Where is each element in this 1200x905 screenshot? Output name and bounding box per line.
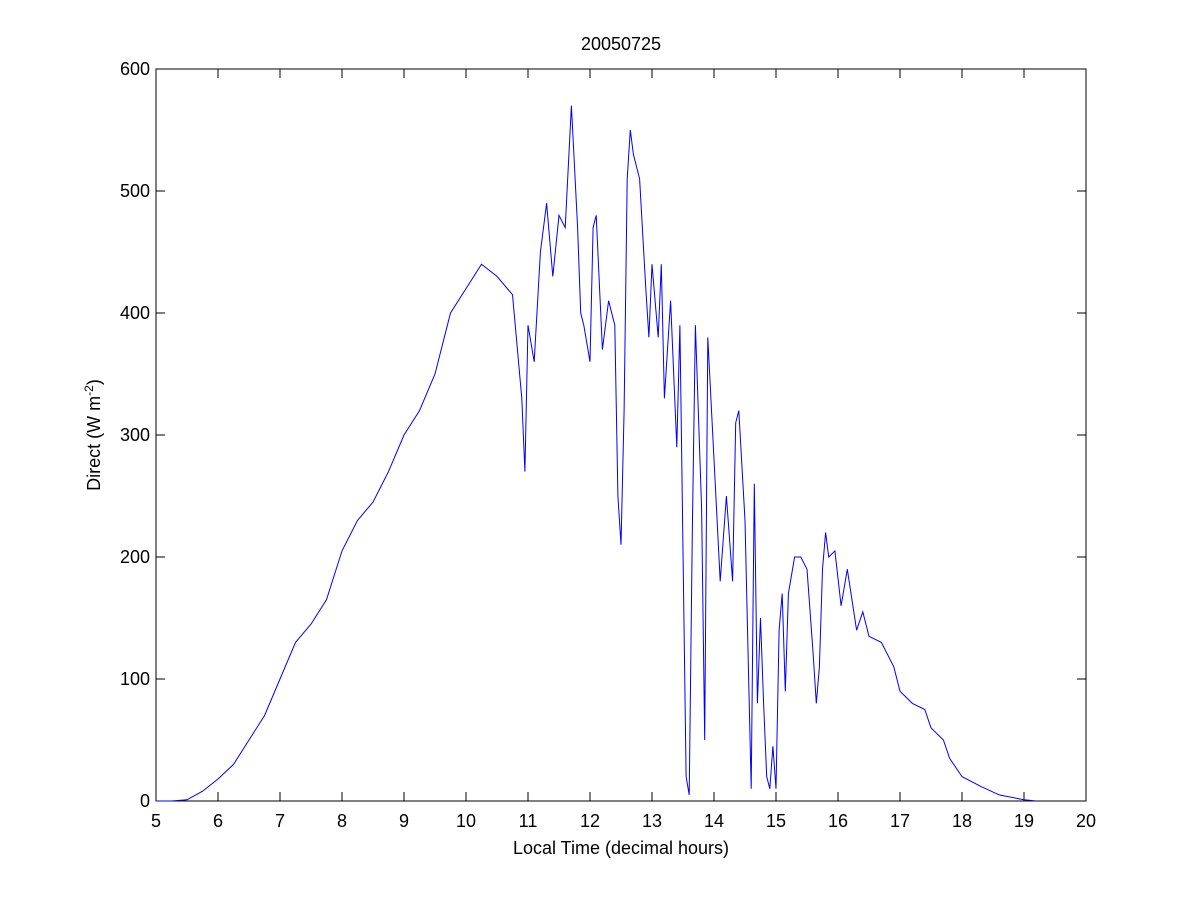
y-tick-label: 100: [120, 669, 150, 689]
y-tick-label: 300: [120, 425, 150, 445]
y-label-text: ): [84, 379, 104, 385]
x-tick-label: 17: [890, 811, 910, 831]
y-tick-label: 400: [120, 303, 150, 323]
y-label-text: Direct (W m: [84, 396, 104, 491]
y-tick-label: 600: [120, 59, 150, 79]
x-tick-label: 12: [580, 811, 600, 831]
x-tick-label: 9: [399, 811, 409, 831]
x-tick-label: 6: [213, 811, 223, 831]
y-label-superscript: -2: [82, 385, 96, 396]
x-tick-label: 5: [151, 811, 161, 831]
x-tick-label: 8: [337, 811, 347, 831]
x-tick-label: 18: [952, 811, 972, 831]
x-tick-label: 11: [519, 811, 538, 831]
y-tick-label: 200: [120, 547, 150, 567]
x-tick-label: 20: [1076, 811, 1096, 831]
x-tick-label: 16: [828, 811, 848, 831]
x-tick-label: 15: [766, 811, 786, 831]
y-axis-label: Direct (W m-2): [82, 379, 104, 491]
x-tick-label: 7: [275, 811, 285, 831]
x-axis-label: Local Time (decimal hours): [513, 838, 729, 858]
chart-title: 20050725: [581, 34, 661, 54]
data-line: [156, 105, 1037, 802]
x-tick-label: 19: [1014, 811, 1034, 831]
x-tick-label: 10: [456, 811, 476, 831]
x-tick-label: 13: [642, 811, 662, 831]
y-tick-label: 500: [120, 181, 150, 201]
x-tick-label: 14: [704, 811, 724, 831]
y-tick-label: 0: [140, 791, 150, 811]
